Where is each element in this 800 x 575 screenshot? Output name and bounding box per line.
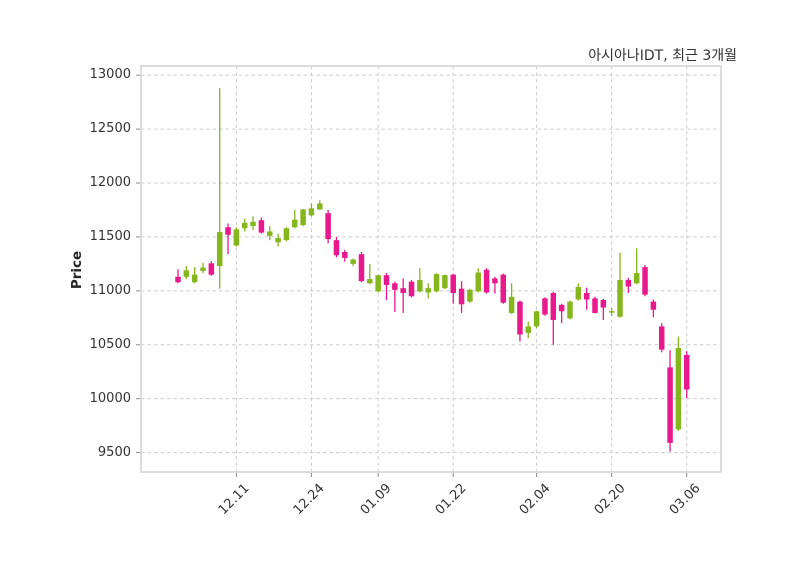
candle-body	[317, 203, 323, 210]
candle-body	[367, 278, 373, 284]
candle-body	[467, 289, 473, 302]
candle-body	[550, 292, 557, 320]
y-tick-label: 11500	[89, 228, 131, 244]
candle-body	[600, 300, 607, 308]
candle-body	[392, 283, 398, 290]
candle-body	[183, 270, 190, 277]
candle-body	[300, 209, 306, 226]
candle-body	[442, 275, 448, 289]
candle-body	[508, 296, 515, 313]
candle-body	[333, 240, 340, 256]
candle-body	[533, 311, 540, 327]
candle-body	[233, 229, 240, 246]
candle-body	[650, 301, 657, 310]
plot-frame	[140, 65, 722, 473]
candle-body	[667, 367, 673, 443]
y-tick-label: 10000	[89, 390, 131, 406]
y-tick-label: 10500	[89, 336, 131, 352]
candle-body	[517, 301, 523, 335]
candle-body	[191, 274, 198, 283]
candle-body	[675, 347, 682, 430]
candle-body	[458, 288, 465, 305]
chart-title: 아시아나IDT, 최근 3개월	[588, 48, 737, 64]
candle-body	[475, 272, 481, 292]
candle-body	[417, 280, 423, 292]
candle-body	[208, 263, 215, 275]
candle-body	[433, 274, 440, 292]
candle-body	[325, 213, 331, 240]
candle-body	[683, 354, 690, 390]
candle-body	[525, 326, 532, 333]
candle-body	[175, 276, 181, 283]
y-tick-label: 12500	[89, 121, 131, 137]
candle-body	[283, 228, 290, 241]
candle-body	[383, 275, 390, 285]
candle-body	[617, 280, 623, 317]
candle-body	[583, 292, 590, 300]
candle-body	[450, 274, 456, 293]
candle-body	[642, 267, 648, 295]
candle-body	[425, 288, 431, 293]
candle-body	[375, 275, 381, 292]
candle-body	[483, 269, 490, 293]
y-tick-label: 13000	[89, 67, 131, 83]
y-tick-label: 11000	[89, 282, 131, 298]
candle-body	[542, 298, 548, 315]
candle-body	[558, 304, 565, 312]
candle-body	[492, 278, 498, 284]
candle-body	[608, 311, 615, 313]
candle-body	[250, 221, 256, 227]
candle-body	[408, 281, 415, 297]
candle-body	[308, 208, 315, 216]
candle-body	[400, 288, 406, 293]
candle-body	[500, 274, 507, 303]
candle-body	[292, 219, 298, 228]
candle-body	[275, 237, 281, 243]
candle-body	[342, 252, 348, 258]
y-tick-label: 9500	[97, 444, 131, 460]
candle-body	[358, 254, 365, 282]
candle-body	[258, 220, 265, 233]
candle-body	[225, 227, 231, 235]
candle-body	[633, 273, 640, 284]
candle-body	[567, 301, 573, 319]
candle-body	[625, 280, 632, 287]
y-tick-label: 12000	[89, 175, 131, 190]
candle-body	[241, 222, 248, 229]
candle-body	[200, 267, 206, 271]
candle-body	[266, 231, 273, 236]
candle-body	[592, 298, 598, 313]
candle-body	[350, 259, 356, 264]
candle-body	[575, 287, 582, 300]
candle-body	[216, 232, 223, 267]
candle-body	[658, 326, 665, 350]
